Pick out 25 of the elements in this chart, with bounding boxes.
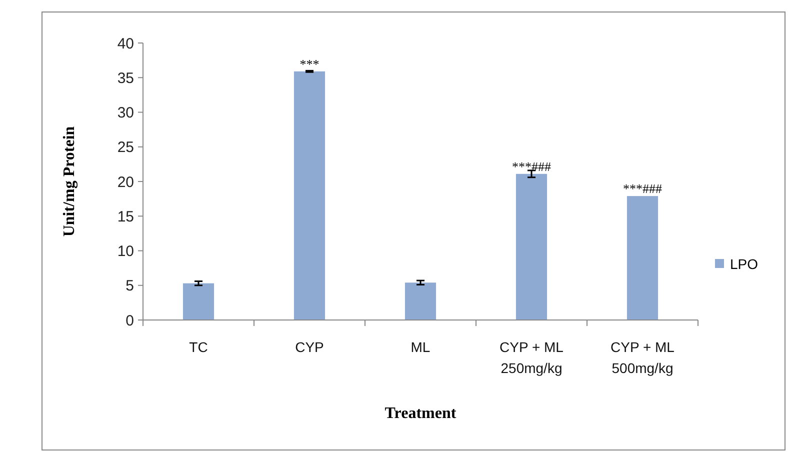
annotation: ***### xyxy=(623,181,662,196)
x-tick-label: TC xyxy=(189,339,208,355)
y-tick-label: 40 xyxy=(117,35,134,52)
x-axis-title: Treatment xyxy=(384,405,457,422)
bar xyxy=(182,283,214,320)
y-axis-title: Unit/mg Protein xyxy=(61,126,78,237)
annotation: *** xyxy=(300,56,320,72)
annotation: ***### xyxy=(512,158,552,174)
x-tick-label: CYP xyxy=(295,339,324,355)
bar xyxy=(404,282,436,320)
bar xyxy=(626,196,658,320)
y-tick-label: 5 xyxy=(126,278,134,295)
x-tick-label: CYP + ML 500mg/kg xyxy=(610,339,675,376)
y-tick-label: 20 xyxy=(117,174,134,191)
y-tick-label: 10 xyxy=(117,243,134,260)
bar xyxy=(516,174,548,320)
y-tick-label: 35 xyxy=(117,70,134,87)
y-tick-label: 25 xyxy=(117,139,134,156)
y-tick-label: 30 xyxy=(117,104,134,122)
y-tick-label: 0 xyxy=(126,312,134,330)
legend-label: LPO xyxy=(730,256,758,272)
x-tick-label: ML xyxy=(410,339,430,355)
y-tick-label: 15 xyxy=(117,208,134,226)
bar xyxy=(294,71,326,320)
x-tick-label: CYP + ML 250mg/kg xyxy=(500,339,564,376)
